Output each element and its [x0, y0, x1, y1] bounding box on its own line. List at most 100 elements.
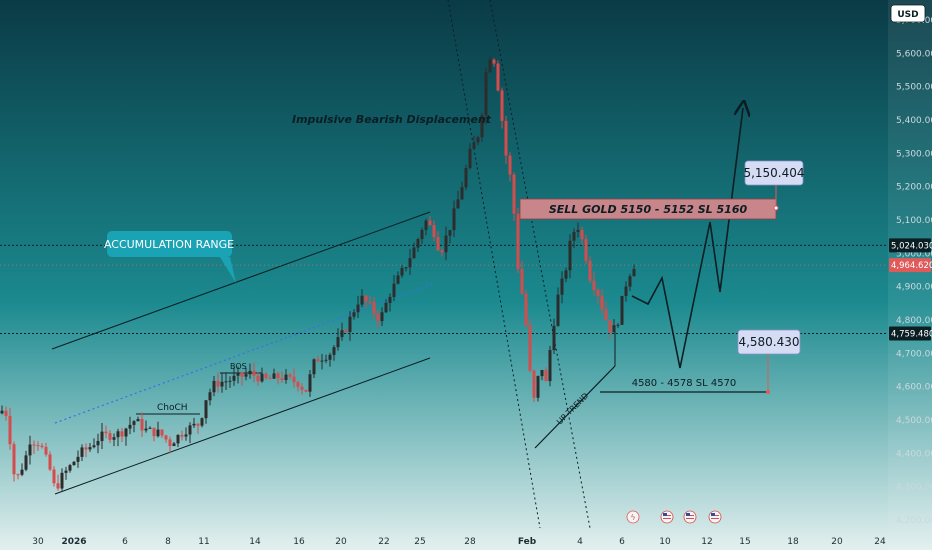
x-tick-label: 4: [577, 537, 583, 547]
candle-body: [128, 424, 132, 429]
candle-body: [8, 415, 12, 445]
y-tick-label: 4,900.000: [896, 283, 932, 293]
candle-body: [592, 280, 596, 290]
candle-body: [228, 380, 232, 382]
candle-body: [428, 220, 432, 226]
candle-body: [16, 474, 20, 476]
y-tick-label: 5,100.000: [896, 216, 932, 226]
candle-body: [24, 455, 28, 470]
candle-body: [200, 418, 204, 426]
price-level-label: 4,964.620: [891, 261, 932, 271]
candle-body: [188, 425, 192, 435]
x-tick-label: 6: [122, 537, 128, 547]
candle-body: [28, 444, 32, 456]
x-tick-label: Feb: [518, 537, 537, 547]
key-level-tag: [889, 238, 931, 253]
price-axis[interactable]: 4,200.000 4,300.000 4,400.000 4,500.000 4,60…: [889, 16, 932, 526]
candle-body: [224, 381, 228, 383]
candle-body: [260, 373, 264, 382]
us-flag-event-icon-1[interactable]: [660, 510, 674, 524]
candle-body: [36, 445, 40, 447]
candle-body: [496, 63, 500, 91]
candle-body: [332, 347, 336, 355]
candle-body: [64, 470, 68, 473]
candle-body: [60, 472, 64, 489]
key-level-tag: [889, 326, 931, 341]
candle-body: [256, 375, 260, 382]
channel-upper-line: [51, 211, 431, 350]
y-tick-label: 4,700.000: [896, 349, 932, 359]
lightning-event-icon[interactable]: [626, 510, 640, 524]
currency-label: USD: [897, 10, 918, 20]
x-tick-label: 20: [335, 537, 347, 547]
candle-body: [608, 320, 612, 333]
candle-body: [416, 239, 420, 248]
candle-body: [112, 437, 116, 440]
candle-body: [92, 445, 96, 448]
candle-body: [108, 433, 112, 440]
candle-body: [348, 316, 352, 332]
candle-body: [164, 435, 168, 440]
candle-body: [104, 431, 108, 434]
candle-body: [316, 359, 320, 362]
price-level-label: 4,759.480: [891, 330, 932, 340]
candle-body: [48, 454, 52, 470]
candle-body: [148, 427, 152, 429]
candle-body: [168, 439, 172, 447]
currency-badge[interactable]: USD: [890, 4, 926, 23]
candle-body: [76, 456, 80, 462]
us-flag-event-icon-2[interactable]: [683, 510, 697, 524]
candle-body: [292, 376, 296, 383]
x-tick-label: 6: [619, 537, 625, 547]
candle-body: [488, 59, 492, 73]
candle-body: [296, 382, 300, 387]
candle-body: [480, 115, 484, 138]
candle-body: [244, 374, 248, 377]
x-tick-label: 10: [659, 537, 671, 547]
us-flag-event-icon-3[interactable]: [708, 510, 722, 524]
candle-body: [620, 295, 624, 325]
candle-body: [264, 373, 268, 379]
x-tick-label: 18: [787, 537, 799, 547]
candle-body: [276, 373, 280, 379]
candle-body: [300, 386, 304, 390]
impulsive-label: Impulsive Bearish Displacement: [292, 113, 492, 126]
y-tick-label: 4,300.000: [896, 483, 932, 493]
candle-body: [384, 302, 388, 313]
time-axis[interactable]: 30 2026 6 8 11 14 16 20 22 25 28 Feb 4 6 10 12 15 18 20 24: [32, 537, 886, 547]
candle-body: [4, 410, 8, 416]
candle-body: [588, 260, 592, 281]
candle-body: [72, 461, 76, 466]
candle-body: [520, 269, 524, 294]
upper-target-callout: 5,150.404: [743, 160, 805, 186]
candle-body: [84, 447, 88, 450]
candle-body: [368, 301, 372, 303]
candle-body: [204, 400, 208, 419]
candle-body: [500, 90, 504, 121]
candle-body: [208, 392, 212, 401]
candle-body: [80, 447, 84, 457]
candle-body: [612, 325, 616, 333]
candle-body: [372, 302, 376, 314]
candle-body: [88, 447, 92, 450]
svg-text:ϟ: ϟ: [630, 513, 635, 522]
economic-events[interactable]: ϟ: [626, 510, 722, 524]
candle-body: [456, 199, 460, 209]
candle-body: [320, 360, 324, 362]
candle-body: [548, 350, 552, 382]
candle-body: [420, 229, 424, 240]
y-tick-label: 5,000.000: [896, 249, 932, 259]
candle-body: [352, 312, 356, 317]
candle-body: [448, 229, 452, 236]
x-tick-label: 24: [874, 537, 886, 547]
candle-body: [20, 469, 24, 475]
candle-body: [528, 325, 532, 371]
candle-body: [580, 229, 584, 240]
candle-body: [408, 258, 412, 268]
candle-body: [484, 72, 488, 116]
candle-body: [632, 269, 636, 277]
candle-body: [552, 325, 556, 351]
